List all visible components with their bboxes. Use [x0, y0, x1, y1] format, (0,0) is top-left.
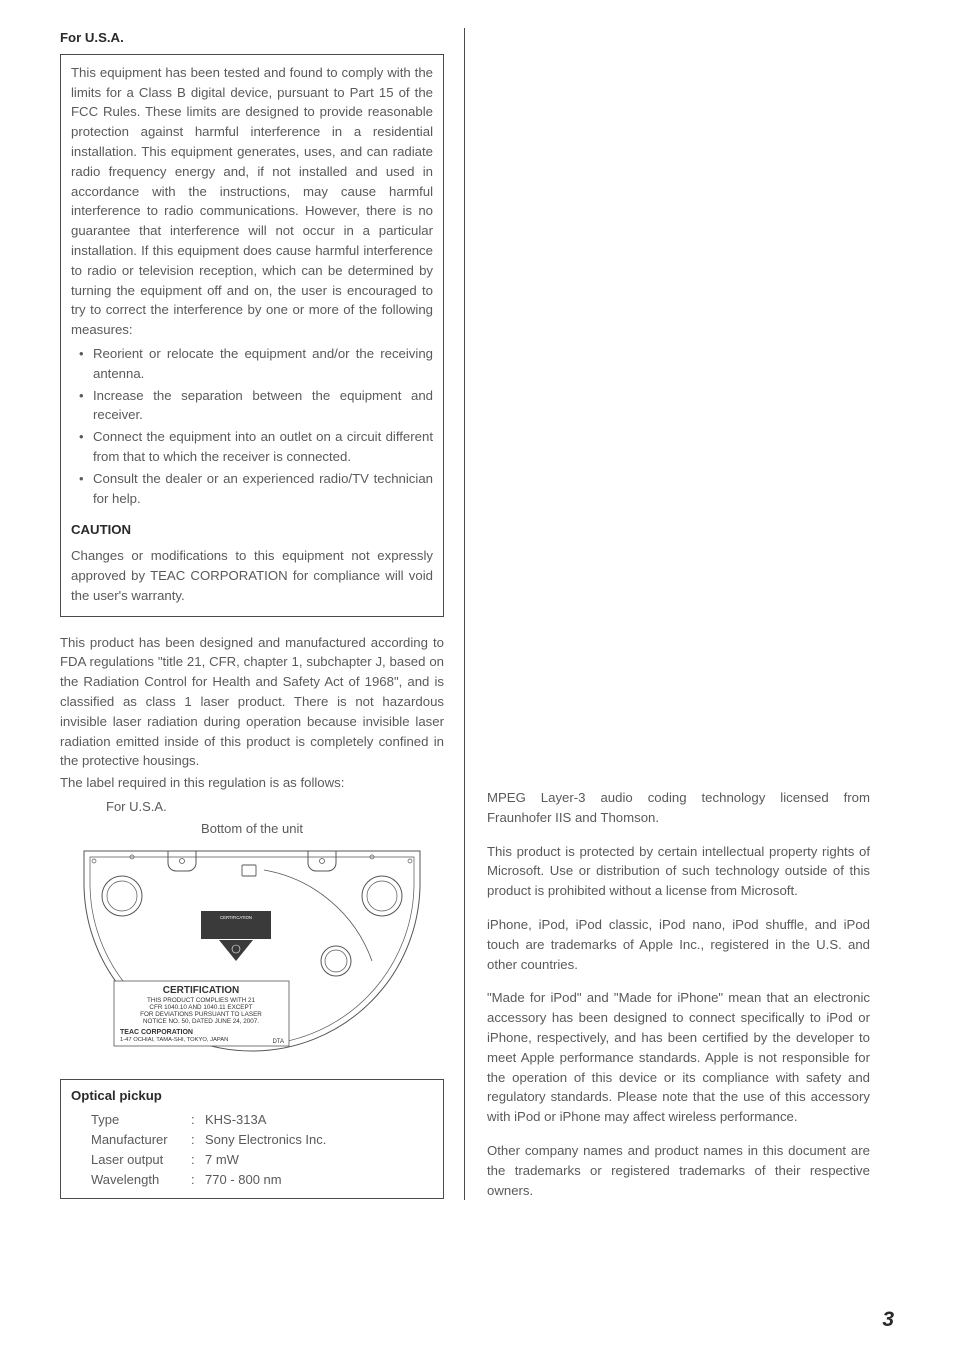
label-required-text: The label required in this regulation is…: [60, 773, 444, 793]
optical-row-laser: Laser output : 7 mW: [91, 1150, 433, 1170]
svg-text:CERTIFICATION: CERTIFICATION: [163, 985, 239, 996]
fcc-bullet-list: Reorient or relocate the equipment and/o…: [79, 344, 433, 508]
apple-trademarks-paragraph: iPhone, iPod, iPod classic, iPod nano, i…: [487, 915, 870, 974]
certification-label: CERTIFICATION THIS PRODUCT COMPLIES WITH…: [114, 981, 289, 1046]
optical-row-type: Type : KHS-313A: [91, 1110, 433, 1130]
for-usa-heading: For U.S.A.: [60, 28, 444, 48]
other-companies-paragraph: Other company names and product names in…: [487, 1141, 870, 1200]
fcc-bullet-4: Consult the dealer or an experienced rad…: [79, 469, 433, 509]
svg-text:CERTIFICATION: CERTIFICATION: [220, 915, 252, 920]
right-top-spacer: [487, 28, 870, 788]
optical-row-manufacturer: Manufacturer : Sony Electronics Inc.: [91, 1130, 433, 1150]
bottom-of-unit-label: Bottom of the unit: [60, 819, 444, 839]
svg-text:THIS PRODUCT COMPLIES WITH 21: THIS PRODUCT COMPLIES WITH 21: [147, 997, 255, 1004]
optical-pickup-heading: Optical pickup: [71, 1086, 433, 1106]
fcc-bullet-3: Connect the equipment into an outlet on …: [79, 427, 433, 467]
made-for-ipod-paragraph: "Made for iPod" and "Made for iPhone" me…: [487, 988, 870, 1127]
page-content: For U.S.A. This equipment has been teste…: [0, 0, 954, 1220]
svg-text:TEAC CORPORATION: TEAC CORPORATION: [120, 1029, 193, 1036]
svg-text:FOR DEVIATIONS PURSUANT TO LAS: FOR DEVIATIONS PURSUANT TO LASER: [140, 1011, 262, 1018]
caution-text: Changes or modifications to this equipme…: [71, 546, 433, 605]
fcc-bullet-2: Increase the separation between the equi…: [79, 386, 433, 426]
fcc-bullet-1: Reorient or relocate the equipment and/o…: [79, 344, 433, 384]
fcc-box: This equipment has been tested and found…: [60, 54, 444, 617]
optical-pickup-box: Optical pickup Type : KHS-313A Manufactu…: [60, 1079, 444, 1199]
left-column: For U.S.A. This equipment has been teste…: [60, 28, 465, 1200]
mpeg-paragraph: MPEG Layer-3 audio coding technology lic…: [487, 788, 870, 828]
svg-text:1-47 OCHIAI, TAMA-SHI, TOKYO,: 1-47 OCHIAI, TAMA-SHI, TOKYO, JAPAN: [120, 1037, 228, 1043]
page-number: 3: [882, 1308, 894, 1332]
optical-row-wavelength: Wavelength : 770 - 800 nm: [91, 1170, 433, 1190]
fcc-paragraph: This equipment has been tested and found…: [71, 63, 433, 340]
unit-bottom-diagram: CERTIFICATION CERTIFICATION THIS PRODUCT…: [72, 841, 432, 1071]
svg-text:NOTICE NO. 50, DATED JUNE 24,: NOTICE NO. 50, DATED JUNE 24, 2007.: [143, 1018, 259, 1025]
for-usa-small: For U.S.A.: [106, 797, 444, 817]
caution-heading: CAUTION: [71, 520, 433, 540]
svg-text:DTA: DTA: [272, 1039, 284, 1045]
fda-paragraph: This product has been designed and manuf…: [60, 633, 444, 772]
svg-text:CFR 1040.10 AND 1040.11 EXCEPT: CFR 1040.10 AND 1040.11 EXCEPT: [149, 1004, 252, 1011]
microsoft-paragraph: This product is protected by certain int…: [487, 842, 870, 901]
right-column: MPEG Layer-3 audio coding technology lic…: [465, 28, 870, 1200]
